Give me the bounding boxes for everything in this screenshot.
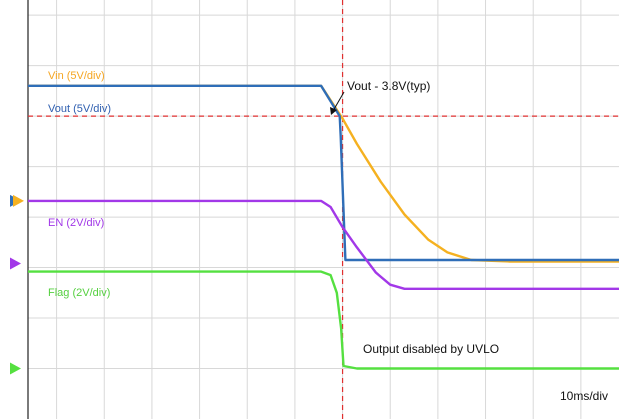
vout-trace (28, 84, 619, 262)
timebase-label: 10ms/div (560, 389, 608, 403)
vout-threshold-annotation: Vout - 3.8V(typ) (347, 79, 430, 93)
uvlo-annotation: Output disabled by UVLO (363, 342, 499, 356)
vout-label: Vout (5V/div) (48, 103, 111, 115)
en-trace (28, 199, 619, 290)
flag-label: Flag (2V/div) (48, 287, 110, 299)
flag-trace (28, 270, 619, 370)
annotation-arrowhead (330, 107, 337, 115)
vin-label: Vin (5V/div) (48, 70, 105, 82)
en-label: EN (2V/div) (48, 217, 104, 229)
ground-markers (10, 194, 24, 375)
ground-marker-triangle (13, 194, 24, 207)
annotation-arrow (332, 91, 345, 112)
ground-marker-triangle (10, 362, 21, 375)
ground-marker-triangle (10, 257, 21, 270)
